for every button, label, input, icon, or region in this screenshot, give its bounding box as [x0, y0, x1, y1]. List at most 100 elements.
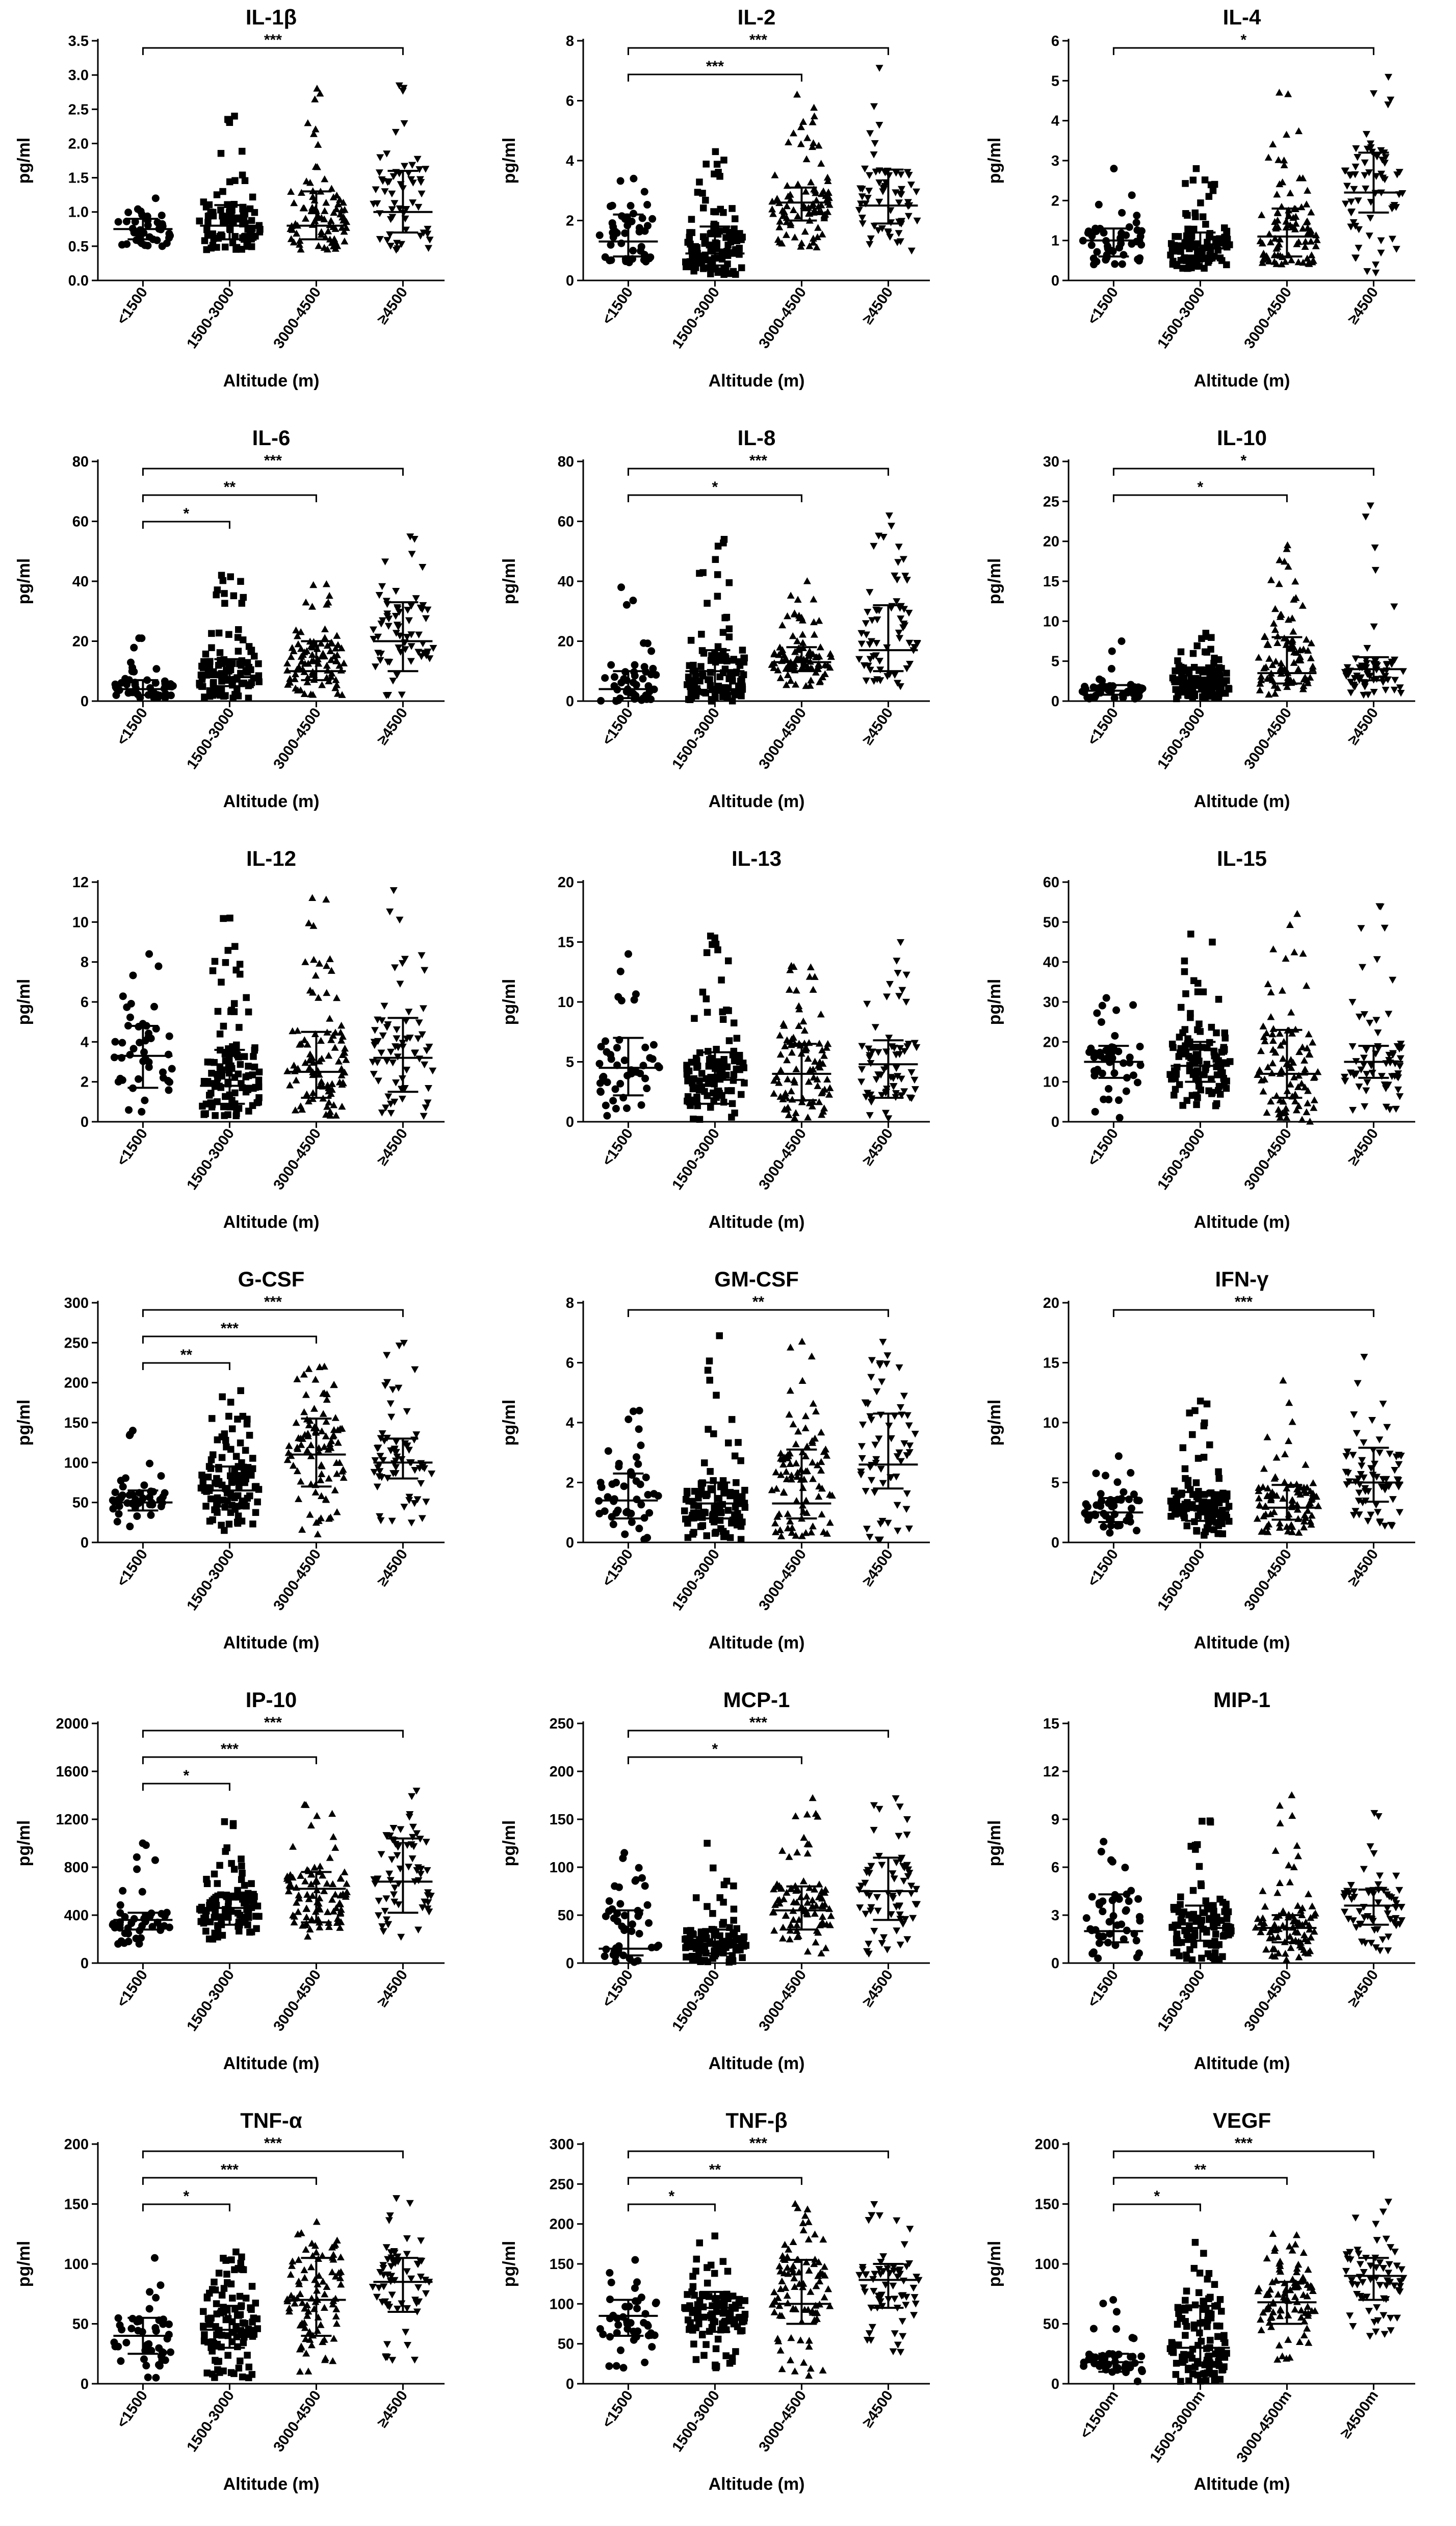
data-point [1286, 189, 1294, 196]
data-point [713, 161, 721, 168]
data-point [719, 648, 727, 655]
data-point [401, 956, 409, 963]
data-point [1302, 1461, 1310, 1468]
data-point [329, 1032, 337, 1039]
data-point [1197, 1028, 1204, 1035]
data-point [323, 674, 331, 681]
y-tick-label: 50 [558, 1908, 574, 1924]
y-tick-label: 3 [1051, 153, 1059, 169]
data-point [738, 264, 745, 271]
data-point [892, 1090, 900, 1097]
data-point [415, 166, 424, 173]
significance-label: * [712, 479, 718, 496]
data-point [903, 665, 911, 673]
x-tick-label: <1500 [1084, 1546, 1122, 1590]
data-point [288, 226, 296, 233]
data-point [397, 241, 405, 248]
data-point [142, 1055, 150, 1064]
data-point [1371, 566, 1380, 574]
data-point [866, 1534, 874, 1541]
data-point [688, 1930, 696, 1938]
data-point [237, 669, 244, 677]
data-point [866, 589, 874, 596]
data-point [798, 616, 807, 624]
panel-il-12: IL-12 0 2 4 6 8 10 12 pg/ml <1500 1500-3000 3000-45… [0, 841, 485, 1262]
data-point [234, 215, 241, 222]
data-point [241, 1053, 248, 1060]
data-point [729, 205, 736, 212]
data-point [1377, 237, 1385, 245]
data-point [1258, 259, 1266, 266]
data-point [891, 672, 899, 679]
series-group [1085, 994, 1145, 1122]
data-point [1304, 187, 1312, 194]
data-point [255, 1083, 263, 1091]
data-point [237, 1061, 244, 1068]
data-point [689, 1955, 696, 1963]
x-tick-label: <1500 [114, 1126, 151, 1169]
data-point [817, 1458, 825, 1465]
data-point [776, 1050, 785, 1058]
data-point [1365, 169, 1373, 176]
data-point [1396, 1093, 1404, 1100]
x-tick-label: 1500-3000 [1154, 285, 1208, 352]
data-point [212, 1112, 219, 1119]
data-point [1215, 664, 1223, 671]
data-point [371, 663, 379, 671]
data-point [1189, 1431, 1196, 1438]
data-point [648, 1055, 657, 1063]
data-point [383, 1379, 391, 1386]
data-point [290, 199, 298, 207]
data-point [643, 1901, 652, 1909]
data-point [218, 978, 225, 986]
data-point [899, 624, 907, 631]
data-point [873, 1388, 881, 1396]
data-point [782, 681, 790, 688]
data-point [308, 603, 316, 610]
data-point [424, 1099, 432, 1106]
data-point [793, 90, 801, 98]
data-point [1394, 1477, 1402, 1484]
data-point [1367, 1511, 1375, 1519]
data-point [896, 605, 904, 612]
data-point [1093, 248, 1101, 256]
data-point [1277, 659, 1285, 666]
y-tick-label: 30 [1043, 454, 1059, 470]
data-point [793, 1848, 801, 1855]
data-point [872, 1459, 880, 1467]
data-point [1215, 1475, 1223, 1482]
data-point [798, 1337, 806, 1345]
data-point [132, 1935, 140, 1943]
data-point [795, 1002, 803, 1010]
data-point [804, 664, 812, 671]
data-point [336, 1910, 345, 1917]
data-point [802, 1497, 810, 1504]
data-point [1395, 1483, 1403, 1490]
data-point [238, 1876, 245, 1883]
data-point [383, 179, 392, 186]
data-point [396, 981, 404, 988]
x-tick-label: <1500 [599, 1967, 636, 2011]
data-point [124, 1938, 133, 1946]
data-point [378, 1923, 386, 1930]
data-point [384, 1921, 392, 1928]
data-point [1297, 1079, 1306, 1087]
data-point [736, 662, 744, 669]
data-point [1395, 1461, 1403, 1468]
data-point [157, 1923, 165, 1931]
data-point [893, 239, 901, 246]
data-point [652, 671, 660, 679]
data-point [373, 1059, 381, 1066]
data-point [1305, 260, 1313, 267]
x-axis-label: Altitude (m) [1194, 1633, 1290, 1653]
data-point [879, 1338, 887, 1346]
data-point [134, 205, 142, 213]
data-point [221, 243, 229, 251]
data-point [877, 1071, 885, 1079]
significance-label: *** [264, 452, 282, 469]
data-point [332, 1459, 341, 1466]
data-point [1177, 663, 1185, 671]
data-point [864, 1401, 872, 1408]
data-point [306, 1925, 314, 1933]
